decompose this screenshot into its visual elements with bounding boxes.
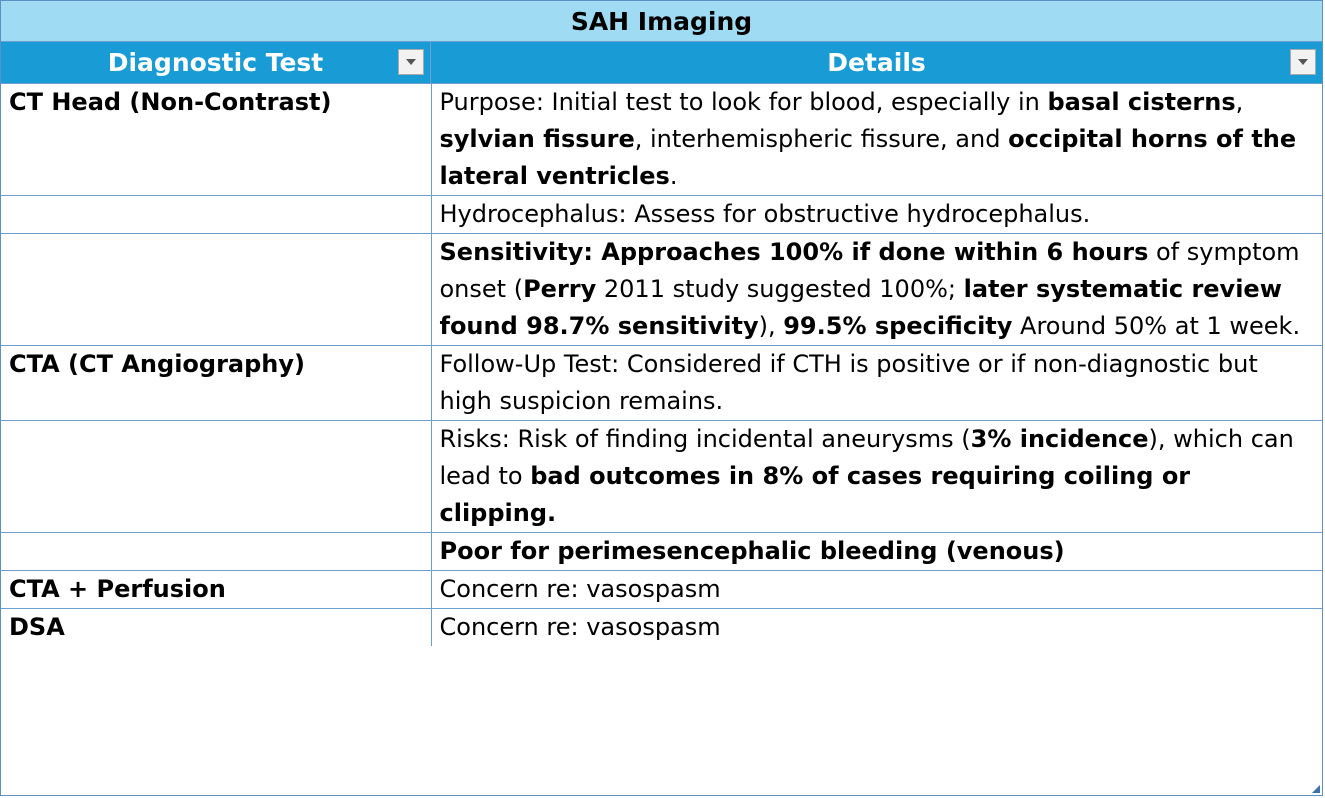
cell-diagnostic-test[interactable]: [1, 195, 432, 234]
table-title[interactable]: SAH Imaging: [1, 1, 1322, 42]
cell-details[interactable]: Follow-Up Test: Considered if CTH is pos…: [431, 345, 1322, 421]
details-bold-text: basal cisterns: [1047, 88, 1236, 116]
cell-details[interactable]: Purpose: Initial test to look for blood,…: [431, 84, 1322, 196]
cell-details[interactable]: Risks: Risk of finding incidental aneury…: [431, 420, 1322, 533]
cell-diagnostic-test[interactable]: CTA (CT Angiography): [1, 345, 432, 421]
details-text: Concern re: vasospasm: [439, 613, 721, 641]
table-row: CTA (CT Angiography) Follow-Up Test: Cons…: [1, 345, 1322, 421]
data-table: CT Head (Non-Contrast) Purpose: Initial t…: [1, 84, 1322, 646]
filter-dropdown-button-diagnostic-test[interactable]: [398, 49, 424, 75]
table-row: CT Head (Non-Contrast) Purpose: Initial t…: [1, 84, 1322, 196]
cell-details[interactable]: Sensitivity: Approaches 100% if done wit…: [431, 233, 1322, 346]
details-text: .: [669, 162, 678, 190]
details-bold-text: bad outcomes in 8% of cases requiring co…: [439, 462, 1191, 527]
details-text: Purpose: Initial test to look for blood,…: [439, 88, 1048, 116]
details-bold-text: occipital horns of the lateral ventricle…: [439, 125, 1297, 190]
table-row: Hydrocephalus: Assess for obstructive hy…: [1, 195, 1322, 234]
details-text: ),: [758, 312, 784, 340]
table-row: Risks: Risk of finding incidental aneury…: [1, 420, 1322, 533]
cell-diagnostic-test[interactable]: [1, 420, 432, 533]
dropdown-arrow-icon: [406, 59, 416, 65]
details-text: Concern re: vasospasm: [439, 575, 721, 603]
header-row: Diagnostic Test Details: [1, 42, 1322, 84]
details-bold-text: sylvian fissure: [439, 125, 635, 153]
table-row: Poor for perimesencephalic bleeding (ven…: [1, 532, 1322, 571]
cell-diagnostic-test[interactable]: DSA: [1, 608, 432, 646]
details-bold-text: Sensitivity: Approaches 100% if done wit…: [439, 238, 1149, 266]
details-text: 2011 study suggested 100%;: [596, 275, 964, 303]
cell-details[interactable]: Poor for perimesencephalic bleeding (ven…: [431, 532, 1322, 571]
header-diagnostic-test[interactable]: Diagnostic Test: [1, 42, 431, 83]
details-bold-text: later systematic review found 98.7% sens…: [439, 275, 1282, 340]
details-bold-text: Poor for perimesencephalic bleeding (ven…: [439, 537, 1065, 565]
details-text: Follow-Up Test: Considered if CTH is pos…: [439, 350, 1258, 415]
details-text: of symptom onset (: [439, 238, 1300, 303]
filter-dropdown-button-details[interactable]: [1290, 49, 1316, 75]
details-text: Around 50% at 1 week.: [1012, 312, 1301, 340]
cell-details[interactable]: Hydrocephalus: Assess for obstructive hy…: [431, 195, 1322, 234]
dropdown-arrow-icon: [1298, 59, 1308, 65]
table-row: Sensitivity: Approaches 100% if done wit…: [1, 233, 1322, 346]
header-details-label: Details: [827, 48, 926, 77]
details-text: , interhemispheric fissure, and: [634, 125, 1009, 153]
details-text: Hydrocephalus: Assess for obstructive hy…: [439, 200, 1091, 228]
details-text: Risks: Risk of finding incidental aneury…: [439, 425, 971, 453]
details-bold-text: Perry: [523, 275, 597, 303]
header-diagnostic-test-label: Diagnostic Test: [107, 48, 324, 77]
details-text: ), which can lead to: [439, 425, 1294, 490]
details-bold-text: 99.5% specificity: [783, 312, 1013, 340]
table-row: DSA Concern re: vasospasm: [1, 608, 1322, 647]
details-bold-text: 3% incidence: [970, 425, 1149, 453]
table-title-text: SAH Imaging: [570, 6, 753, 36]
table-row: CTA + Perfusion Concern re: vasospasm: [1, 570, 1322, 609]
cell-diagnostic-test[interactable]: CTA + Perfusion: [1, 570, 432, 609]
cell-diagnostic-test[interactable]: CT Head (Non-Contrast): [1, 84, 432, 196]
cell-details[interactable]: Concern re: vasospasm: [431, 570, 1322, 609]
resize-handle-icon[interactable]: [1312, 785, 1320, 793]
details-text: ,: [1235, 88, 1244, 116]
header-details[interactable]: Details: [431, 42, 1322, 83]
cell-details[interactable]: Concern re: vasospasm: [431, 609, 1322, 647]
cell-diagnostic-test[interactable]: [1, 532, 432, 571]
cell-diagnostic-test[interactable]: [1, 233, 432, 346]
